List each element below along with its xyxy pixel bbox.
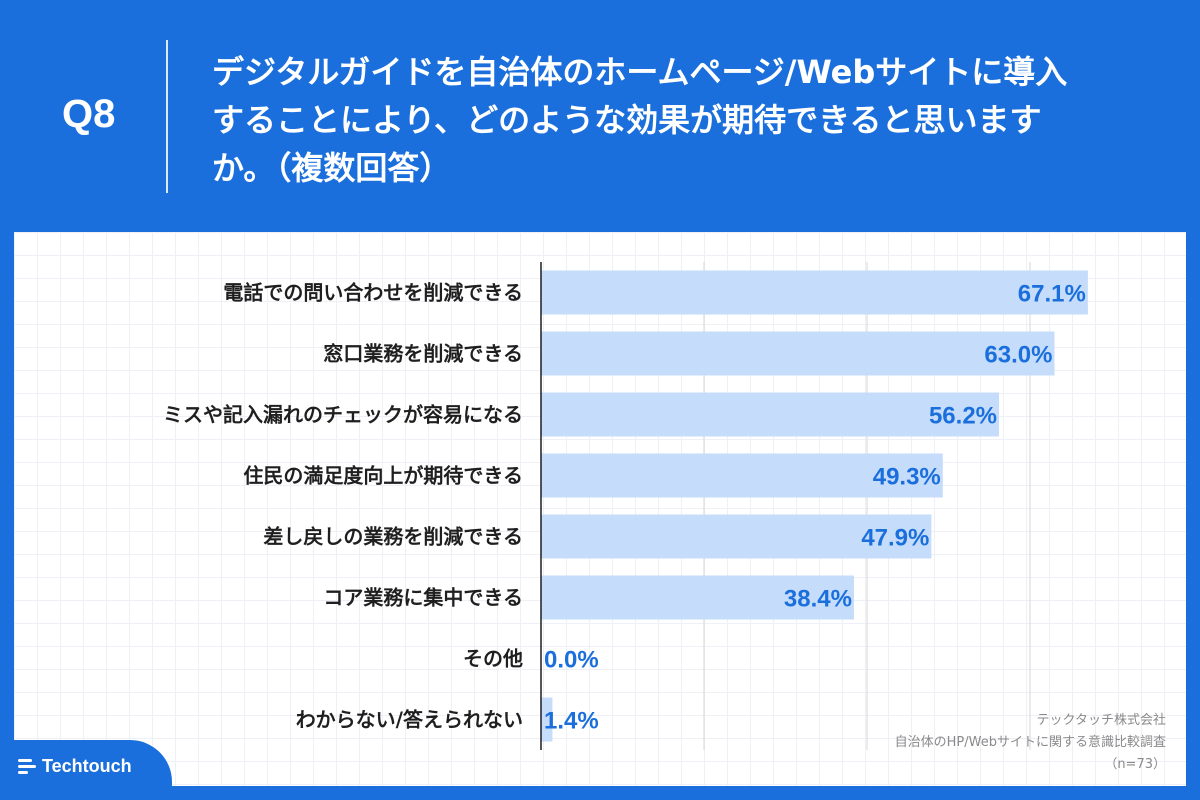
category-label-3: 住民の満足度向上が期待できる (243, 464, 523, 488)
category-label-6: その他 (463, 647, 523, 671)
header-divider (166, 40, 168, 193)
category-label-7: わからない/答えられない (296, 708, 523, 732)
value-label-0: 67.1% (1018, 281, 1086, 308)
value-label-4: 47.9% (861, 525, 929, 552)
value-label-1: 63.0% (984, 342, 1052, 369)
source-note: テックタッチ株式会社 自治体のHP/Webサイトに関する意識比較調査 （n=73… (895, 710, 1166, 776)
source-survey: 自治体のHP/Webサイトに関する意識比較調査 (894, 735, 1166, 750)
techtouch-logo-icon (18, 756, 36, 777)
category-label-1: 窓口業務を削減できる (323, 342, 523, 366)
bar-2 (541, 392, 1000, 437)
question-title: デジタルガイドを自治体のホームページ/Webサイトに導入することにより、どのよう… (212, 53, 1068, 187)
source-company: テックタッチ株式会社 (1036, 713, 1166, 728)
category-label-0: 電話での問い合わせを削減できる (223, 281, 523, 305)
category-label-4: 差し戻しの業務を削減できる (263, 525, 523, 549)
brand-logo: Techtouch (18, 756, 132, 777)
category-label-2: ミスや記入漏れのチェックが容易になる (163, 403, 523, 427)
value-label-6: 0.0% (544, 647, 599, 674)
chart-panel: 電話での問い合わせを削減できる 67.1% 窓口業務を削減できる 63.0% ミスや記入… (14, 232, 1186, 786)
brand-name: Techtouch (42, 756, 132, 776)
question-number: Q8 (62, 92, 116, 136)
value-label-5: 38.4% (784, 586, 852, 613)
value-label-3: 49.3% (873, 464, 941, 491)
source-sample: （n=73） (1104, 757, 1166, 772)
bar-chart: 電話での問い合わせを削減できる 67.1% 窓口業務を削減できる 63.0% ミスや記入… (163, 262, 1088, 750)
bar-1 (541, 331, 1055, 376)
bar-4 (541, 514, 932, 559)
value-label-2: 56.2% (929, 403, 997, 430)
bar-7 (541, 697, 553, 742)
logo-tab (0, 740, 172, 800)
value-label-7: 1.4% (544, 708, 599, 735)
bar-3 (541, 453, 943, 498)
category-label-5: コア業務に集中できる (323, 586, 523, 610)
bar-5 (541, 575, 854, 620)
bar-0 (541, 270, 1088, 315)
